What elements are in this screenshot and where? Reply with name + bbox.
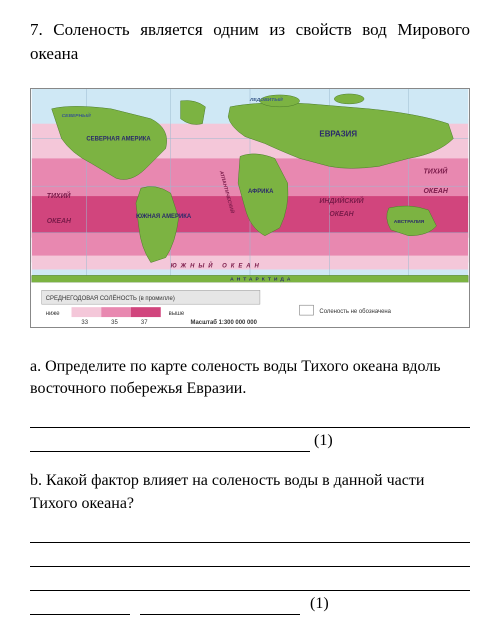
legend-note: Соленость не обозначена: [319, 309, 391, 315]
sub-question-b: b. Какой фактор влияет на соленость воды…: [30, 470, 470, 515]
label-eurasia: ЕВРАЗИЯ: [319, 129, 357, 138]
answer-line[interactable]: [30, 569, 470, 591]
answer-lines-b: (1): [30, 521, 470, 615]
sub-b-label: b.: [30, 472, 42, 489]
score-a: (1): [314, 432, 333, 452]
label-north-america: СЕВЕРНАЯ АМЕРИКА: [86, 136, 151, 142]
sub-b-text: Какой фактор влияет на соленость воды в …: [30, 472, 424, 511]
label-pacific-2b: ОКЕАН: [424, 188, 449, 195]
score-b: (1): [310, 595, 329, 615]
sub-a-text: Определите по карте соленость воды Тихог…: [30, 358, 441, 397]
label-indian-b: ОКЕАН: [329, 211, 354, 218]
label-south-america: ЮЖНАЯ АМЕРИКА: [136, 214, 192, 220]
label-africa: АФРИКА: [248, 189, 274, 195]
legend-tick-2: 35: [111, 320, 118, 326]
answer-line[interactable]: [140, 593, 300, 615]
label-indian-a: ИНДИЙСКИЙ: [319, 196, 364, 205]
map-svg: СЕВЕРНАЯ АМЕРИКА ЮЖНАЯ АМЕРИКА ЕВРАЗИЯ А…: [31, 89, 469, 327]
question-header: 7. Соленость является одним из свойств в…: [30, 18, 470, 66]
question-text: Соленость является одним из свойств вод …: [30, 20, 470, 63]
legend-title: СРЕДНЕГОДОВАЯ СОЛЁНОСТЬ (в промилле): [46, 295, 175, 302]
label-pacific-1a: ТИХИЙ: [47, 191, 72, 200]
answer-line[interactable]: [30, 430, 310, 452]
question-number: 7.: [30, 20, 43, 39]
label-southern: ЮЖНЫЙ ОКЕАН: [171, 261, 263, 269]
label-australia: АВСТРАЛИЯ: [394, 218, 425, 224]
answer-line[interactable]: [30, 521, 470, 543]
answer-line[interactable]: [30, 545, 470, 567]
label-pacific-2a: ТИХИЙ: [424, 166, 449, 175]
legend-tick-0: ниже: [46, 311, 61, 317]
legend-tick-4: выше: [169, 311, 185, 317]
sub-question-a: a. Определите по карте соленость воды Ти…: [30, 356, 470, 401]
label-antarctica: АНТАРКТИДА: [230, 276, 293, 282]
legend-tick-1: 33: [81, 320, 88, 326]
label-pacific-1b: ОКЕАН: [47, 217, 72, 224]
answer-line[interactable]: [30, 593, 130, 615]
answer-line[interactable]: [30, 406, 470, 428]
legend-scale: Масштаб 1:300 000 000: [191, 319, 258, 326]
sub-a-label: a.: [30, 358, 41, 375]
answer-lines-a: (1): [30, 406, 470, 452]
legend-tick-3: 37: [141, 320, 148, 326]
salinity-map: СЕВЕРНАЯ АМЕРИКА ЮЖНАЯ АМЕРИКА ЕВРАЗИЯ А…: [30, 88, 470, 328]
